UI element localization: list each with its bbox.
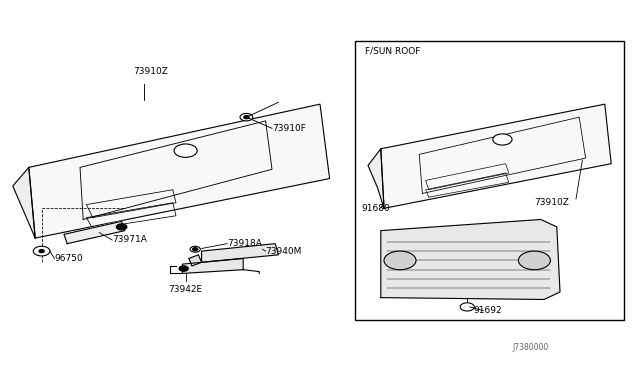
Text: F/SUN ROOF: F/SUN ROOF (365, 46, 420, 55)
Polygon shape (381, 219, 560, 299)
Circle shape (190, 246, 200, 252)
Polygon shape (64, 221, 125, 244)
Circle shape (39, 250, 44, 253)
Polygon shape (182, 259, 243, 273)
Text: 73940M: 73940M (266, 247, 302, 256)
Polygon shape (202, 244, 278, 262)
Circle shape (460, 303, 474, 311)
Circle shape (518, 251, 550, 270)
Circle shape (244, 116, 249, 119)
Circle shape (33, 246, 50, 256)
Polygon shape (13, 167, 35, 238)
Polygon shape (368, 149, 384, 208)
Circle shape (174, 144, 197, 157)
Circle shape (179, 266, 188, 271)
Text: 91692: 91692 (474, 306, 502, 315)
Circle shape (193, 248, 198, 251)
Text: 96750: 96750 (54, 254, 83, 263)
Text: 73910Z: 73910Z (534, 198, 569, 207)
Text: 73971A: 73971A (112, 235, 147, 244)
Circle shape (240, 113, 253, 121)
Text: 73910Z: 73910Z (133, 67, 168, 76)
Text: 73918A: 73918A (227, 239, 262, 248)
Circle shape (384, 251, 416, 270)
Circle shape (116, 224, 127, 230)
Text: J7380000: J7380000 (512, 343, 548, 352)
Text: 73910F: 73910F (272, 124, 306, 133)
Bar (355, 41, 624, 320)
Circle shape (493, 134, 512, 145)
Text: 91680: 91680 (362, 204, 390, 213)
Polygon shape (29, 104, 330, 238)
Text: 73942E: 73942E (168, 285, 203, 294)
Circle shape (465, 305, 470, 308)
Polygon shape (189, 255, 202, 266)
Polygon shape (381, 104, 611, 208)
